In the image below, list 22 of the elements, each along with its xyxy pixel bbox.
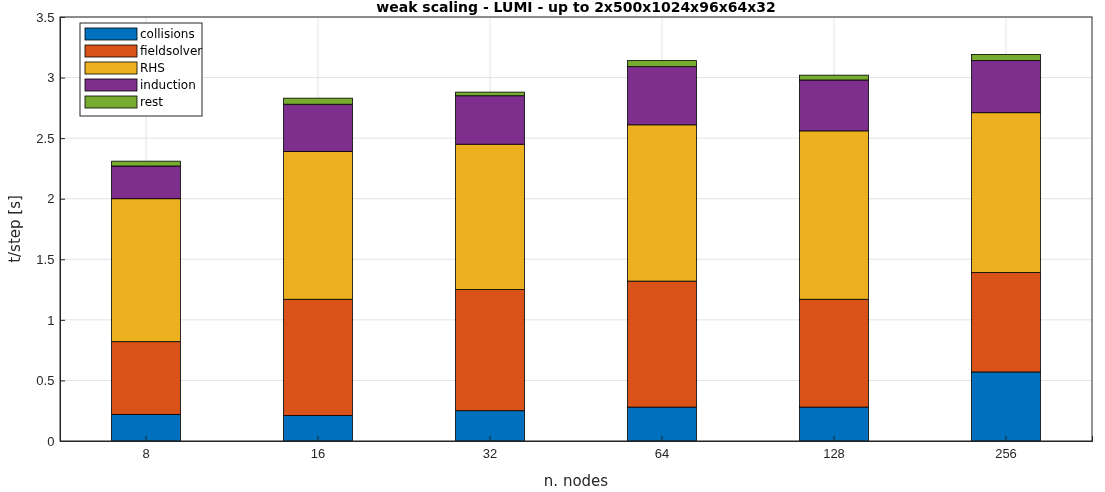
y-tick-label: 1.5 — [36, 251, 55, 267]
chart-title: weak scaling - LUMI - up to 2x500x1024x96x64x32 — [376, 0, 776, 15]
y-tick-label: 0 — [47, 433, 55, 449]
legend-label: fieldsolver — [140, 44, 203, 58]
x-tick-label: 256 — [995, 446, 1017, 462]
y-axis-title: t/step [s] — [6, 195, 24, 263]
x-tick-label: 64 — [654, 446, 670, 462]
x-tick-label: 32 — [482, 446, 498, 462]
y-tick-label: 2.5 — [36, 130, 55, 146]
y-tick-label: 3 — [47, 70, 55, 86]
legend-label: RHS — [140, 61, 165, 75]
y-tick-label: 2 — [47, 191, 55, 207]
y-tick-label: 1 — [47, 312, 55, 328]
legend-label: induction — [140, 78, 196, 92]
x-tick-label: 8 — [142, 446, 150, 462]
legend-label: rest — [140, 95, 164, 109]
x-axis-title: n. nodes — [543, 472, 609, 490]
legend-label: collisions — [140, 27, 195, 41]
x-tick-label: 128 — [823, 446, 845, 462]
y-tick-label: 3.5 — [36, 9, 55, 25]
x-tick-label: 16 — [310, 446, 326, 462]
y-tick-label: 0.5 — [36, 373, 55, 389]
